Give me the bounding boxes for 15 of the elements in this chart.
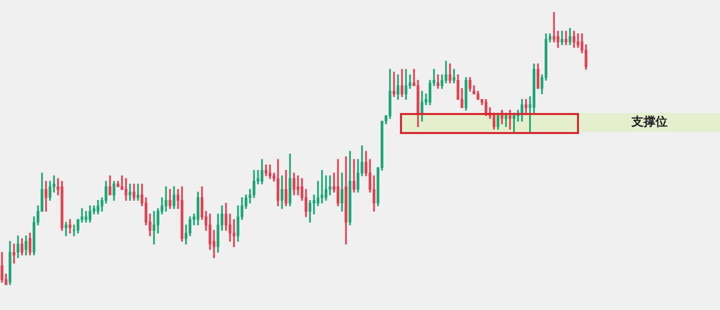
candlestick [552, 12, 556, 42]
candlestick [320, 170, 324, 204]
candlestick [576, 34, 580, 48]
candlestick [392, 72, 396, 97]
band-label: 支撑位 [630, 114, 668, 129]
candlestick [152, 210, 156, 244]
candlestick [296, 175, 300, 196]
candlestick [436, 74, 440, 89]
candlestick [68, 219, 72, 234]
candlestick [452, 69, 456, 84]
candlestick [12, 244, 16, 264]
candlestick [136, 184, 140, 201]
candlestick [128, 184, 132, 201]
candlestick [268, 164, 272, 179]
candlestick [164, 186, 168, 212]
